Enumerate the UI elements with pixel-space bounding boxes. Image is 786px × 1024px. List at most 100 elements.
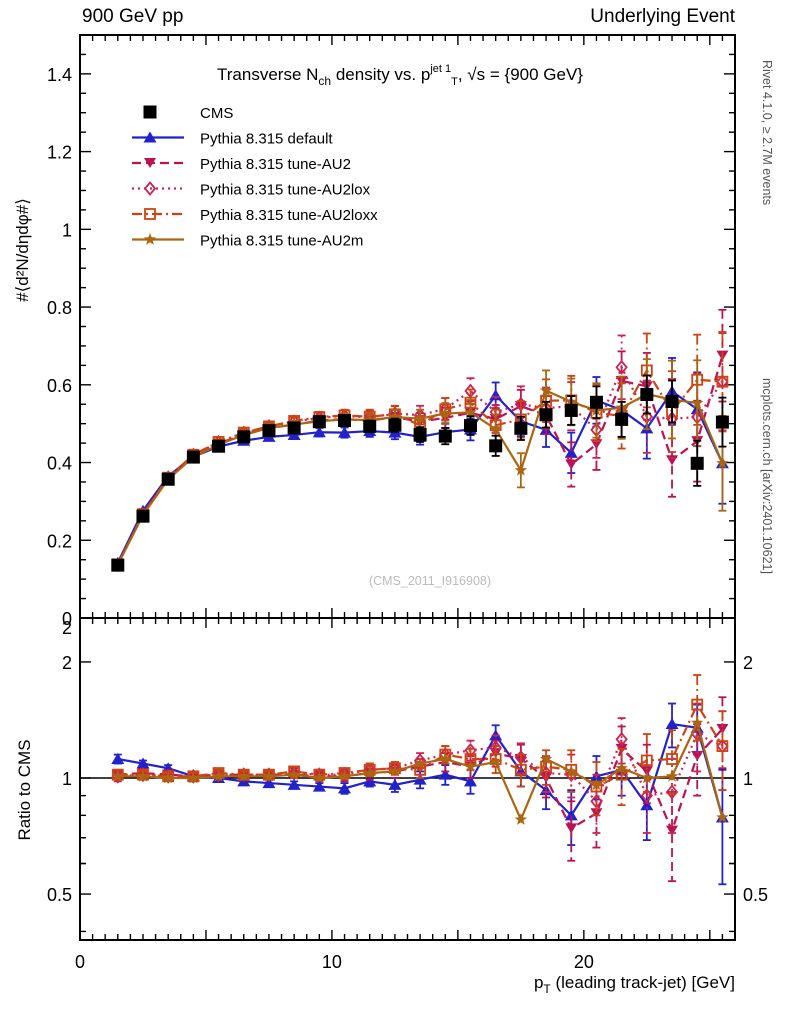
header-right: Underlying Event — [590, 6, 735, 27]
ratio-panel-data — [111, 674, 729, 886]
y-ticks-main: 0.2 0.4 0.6 0.8 1 1.2 1.4 0 — [47, 34, 735, 629]
marker-square-filled — [212, 439, 226, 453]
marker-star — [539, 752, 553, 765]
legend-item-5[interactable] — [132, 233, 184, 245]
series-cms — [111, 374, 729, 572]
main-panel-frame-border — [79, 34, 736, 619]
marker-triangle-down — [666, 825, 679, 836]
y-tick-label-main: 1 — [62, 220, 72, 240]
marker-square-filled — [640, 388, 654, 402]
marker-star — [691, 396, 704, 409]
marker-star — [338, 769, 351, 782]
marker-square-filled — [564, 403, 578, 417]
y-ticks-ratio: 0.5 0.5 1 1 2 2 2 — [47, 618, 768, 933]
marker-triangle-up — [564, 809, 578, 821]
legend: CMS Pythia 8.315 default Pythia 8.315 tune… — [132, 105, 378, 250]
axis-labels: #⟨d²N/dηdφ#⟩ Ratio to CMS pT (leading trac… — [13, 198, 735, 996]
marker-square-filled — [143, 105, 157, 119]
legend-item-1[interactable] — [132, 131, 184, 143]
marker-star — [363, 413, 376, 426]
marker-square-filled — [186, 450, 200, 464]
plot-title-text: Transverse Nch density vs. pjet 1T, √s =… — [217, 63, 583, 88]
legend-label-5: Pythia 8.315 tune-AU2m — [200, 233, 363, 250]
marker-diamond-open — [640, 788, 653, 804]
x-tick-label: 10 — [322, 952, 342, 972]
marker-square-filled — [413, 428, 427, 442]
y-tick-label-ratio-clip: 2 — [62, 618, 72, 638]
y-tick-label-main: 0.4 — [47, 454, 72, 474]
sidenote-mcplots: mcplots.cern.ch [arXiv:2401.10621] — [760, 378, 774, 574]
marker-star — [388, 410, 402, 423]
marker-star — [111, 769, 124, 782]
marker-star — [413, 757, 427, 769]
legend-item-0[interactable] — [143, 105, 157, 119]
marker-triangle-up — [463, 775, 477, 787]
marker-diamond-open — [162, 768, 175, 784]
marker-star — [287, 768, 301, 780]
marker-triangle-up — [388, 778, 402, 790]
legend-item-4[interactable] — [132, 208, 184, 220]
marker-star — [539, 384, 553, 396]
marker-square-filled — [715, 415, 729, 429]
marker-triangle-up — [665, 718, 679, 730]
marker-star — [363, 766, 376, 779]
ratio-series-4 — [111, 716, 729, 825]
marker-triangle-up — [564, 446, 578, 458]
marker-star — [262, 769, 276, 782]
marker-square-filled — [136, 509, 150, 523]
marker-triangle-up — [312, 780, 326, 792]
y-tick-label-ratio: 2 — [62, 653, 72, 673]
marker-star — [413, 412, 427, 424]
marker-triangle-up — [413, 773, 427, 785]
marker-square-filled — [665, 395, 679, 409]
x-axis-label: pT (leading track-jet) [GeV] — [534, 973, 735, 996]
marker-star — [136, 769, 150, 782]
marker-square-filled — [287, 421, 301, 435]
y-tick-label-ratio: 1 — [62, 769, 72, 789]
marker-square-filled — [262, 424, 276, 438]
y-tick-label-main: 0.2 — [47, 531, 72, 551]
marker-triangle-down — [691, 751, 704, 762]
marker-diamond-open — [665, 784, 679, 800]
watermark-text: (CMS_2011_I916908) — [369, 574, 491, 588]
marker-square-filled — [615, 412, 629, 426]
y-axis-label-main: #⟨d²N/dηdφ#⟩ — [13, 198, 32, 302]
marker-star — [464, 405, 477, 418]
x-tick-label: 0 — [75, 952, 85, 972]
series-3-line — [116, 364, 724, 566]
ratio-series-3 — [111, 674, 729, 817]
marker-square-filled — [312, 415, 326, 429]
marker-triangle-down — [590, 808, 603, 819]
marker-star — [237, 769, 250, 782]
marker-square-filled — [514, 421, 528, 435]
marker-square-open — [640, 754, 653, 767]
marker-triangle-up — [143, 131, 157, 143]
marker-star — [565, 764, 578, 777]
marker-diamond-open — [237, 767, 250, 783]
legend-item-3[interactable] — [132, 181, 184, 196]
marker-diamond-open — [615, 731, 628, 747]
marker-diamond-open — [143, 181, 157, 196]
y-tick-label-main: 1.2 — [47, 143, 72, 163]
y-tick-label-main: 1.4 — [47, 65, 72, 85]
marker-square-filled — [237, 430, 251, 444]
marker-star — [615, 761, 628, 774]
marker-triangle-up — [438, 768, 452, 780]
legend-item-2[interactable] — [132, 158, 184, 168]
marker-square-filled — [489, 439, 503, 453]
marker-square-open — [716, 375, 729, 388]
marker-triangle-down — [565, 823, 578, 834]
marker-star — [439, 407, 452, 419]
marker-triangle-up — [262, 777, 276, 789]
marker-square-filled — [589, 395, 603, 409]
plot-title: Transverse Nch density vs. pjet 1T, √s =… — [217, 63, 583, 88]
marker-triangle-up — [287, 778, 301, 790]
marker-star — [313, 771, 326, 784]
marker-triangle-up — [363, 775, 377, 787]
sidenote-rivet: Rivet 4.1.0, ≥ 2.7M events — [760, 60, 774, 205]
marker-star — [716, 810, 729, 823]
marker-square-filled — [539, 408, 553, 422]
marker-diamond-open — [187, 768, 200, 784]
marker-diamond-open — [615, 359, 628, 375]
